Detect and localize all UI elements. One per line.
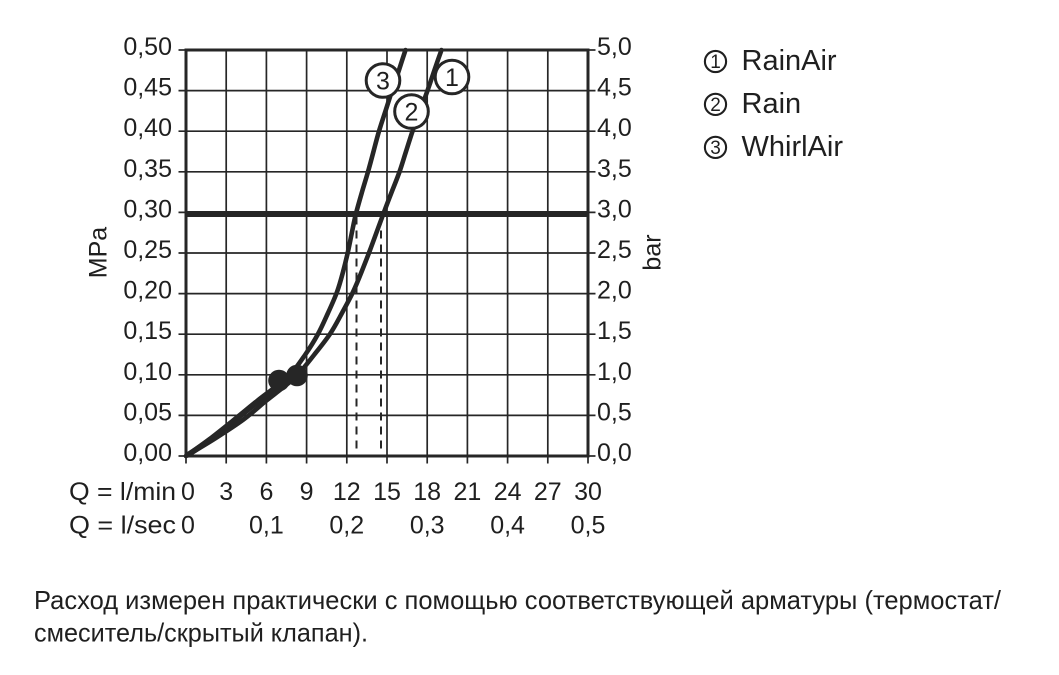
svg-text:15: 15 <box>373 478 401 506</box>
svg-text:2,5: 2,5 <box>597 236 632 264</box>
svg-text:0,25: 0,25 <box>123 236 172 264</box>
svg-text:4,5: 4,5 <box>597 74 632 102</box>
svg-text:2: 2 <box>405 99 419 127</box>
svg-text:1: 1 <box>710 52 721 73</box>
svg-text:4,0: 4,0 <box>597 114 632 142</box>
svg-text:1,5: 1,5 <box>597 317 632 345</box>
svg-text:21: 21 <box>453 478 481 506</box>
svg-text:6: 6 <box>259 478 273 506</box>
svg-text:0: 0 <box>181 512 195 540</box>
svg-text:0,00: 0,00 <box>123 439 172 467</box>
svg-text:0,5: 0,5 <box>571 512 606 540</box>
svg-text:0,20: 0,20 <box>123 277 172 305</box>
svg-text:Расход измерен практически с п: Расход измерен практически с помощью соо… <box>34 585 1002 615</box>
svg-text:0,3: 0,3 <box>410 512 445 540</box>
svg-text:5,0: 5,0 <box>597 33 632 61</box>
svg-text:24: 24 <box>494 478 522 506</box>
svg-text:bar: bar <box>639 234 667 270</box>
svg-text:2,0: 2,0 <box>597 277 632 305</box>
svg-text:3,0: 3,0 <box>597 195 632 223</box>
svg-text:18: 18 <box>413 478 441 506</box>
svg-text:3: 3 <box>376 68 390 96</box>
svg-text:0,45: 0,45 <box>123 74 172 102</box>
svg-text:3: 3 <box>219 478 233 506</box>
svg-text:27: 27 <box>534 478 562 506</box>
svg-text:Q = l/min: Q = l/min <box>69 478 176 506</box>
svg-text:0,35: 0,35 <box>123 155 172 183</box>
svg-text:RainAir: RainAir <box>742 45 837 77</box>
svg-text:1,0: 1,0 <box>597 358 632 386</box>
svg-text:0,40: 0,40 <box>123 114 172 142</box>
svg-text:0,10: 0,10 <box>123 358 172 386</box>
svg-text:0,5: 0,5 <box>597 398 632 426</box>
svg-text:0,30: 0,30 <box>123 195 172 223</box>
svg-text:0,4: 0,4 <box>490 512 525 540</box>
svg-text:12: 12 <box>333 478 361 506</box>
svg-text:0: 0 <box>181 478 195 506</box>
svg-text:9: 9 <box>300 478 314 506</box>
svg-text:0,15: 0,15 <box>123 317 172 345</box>
svg-text:Q = l/sec: Q = l/sec <box>69 512 176 540</box>
svg-text:0,1: 0,1 <box>249 512 284 540</box>
svg-text:Rain: Rain <box>742 88 802 120</box>
svg-text:3: 3 <box>710 138 721 159</box>
svg-text:0,0: 0,0 <box>597 439 632 467</box>
svg-text:2: 2 <box>710 95 721 116</box>
svg-text:0,50: 0,50 <box>123 33 172 61</box>
svg-text:3,5: 3,5 <box>597 155 632 183</box>
svg-text:WhirlAir: WhirlAir <box>742 131 844 163</box>
svg-text:MPa: MPa <box>85 227 113 279</box>
svg-text:0,2: 0,2 <box>329 512 364 540</box>
svg-text:1: 1 <box>445 64 459 92</box>
svg-text:0,05: 0,05 <box>123 398 172 426</box>
svg-text:30: 30 <box>574 478 602 506</box>
svg-text:смеситель/скрытый клапан).: смеситель/скрытый клапан). <box>34 617 368 647</box>
